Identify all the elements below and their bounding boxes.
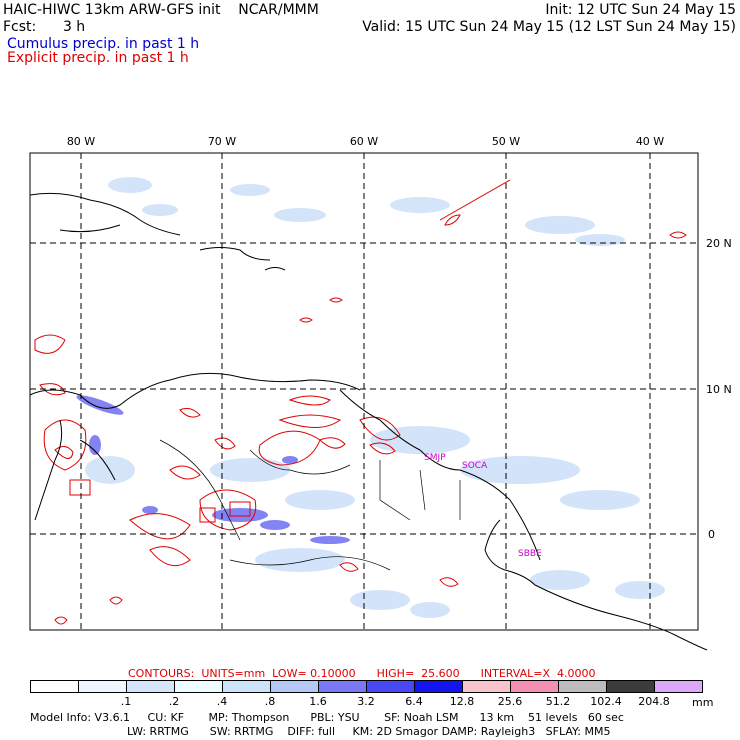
- colorbar-swatch: [30, 680, 79, 693]
- colorbar-label: .1: [120, 695, 132, 708]
- lon-label-80w: 80 W: [67, 135, 95, 148]
- explicit-precip-contours: [34, 179, 687, 625]
- colorbar-label: .2: [168, 695, 180, 708]
- colorbar-swatch: [126, 680, 175, 693]
- colorbar-label: 102.4: [590, 695, 622, 708]
- legend-explicit: Explicit precip. in past 1 h: [7, 50, 189, 66]
- station-sbbe: SBBE: [518, 549, 542, 559]
- colorbar-swatch: [222, 680, 271, 693]
- colorbar-swatch: [654, 680, 703, 693]
- station-soca: SOCA: [462, 461, 488, 471]
- colorbar-swatch: [558, 680, 607, 693]
- colorbar-swatch: [78, 680, 127, 693]
- colorbar-units: mm: [692, 696, 714, 709]
- station-smjp: SMJP: [424, 453, 446, 463]
- colorbar-label: 12.8: [449, 695, 475, 708]
- plot-title: HAIC-HIWC 13km ARW-GFS init NCAR/MMM: [3, 2, 319, 18]
- contours-info: CONTOURS: UNITS=mm LOW= 0.10000 HIGH= 25…: [128, 667, 596, 680]
- lat-label-0: 0: [708, 528, 715, 541]
- lon-label-60w: 60 W: [350, 135, 378, 148]
- colorbar-label: .4: [216, 695, 228, 708]
- colorbar-swatch: [366, 680, 415, 693]
- colorbar-swatch: [510, 680, 559, 693]
- graticule: [30, 153, 698, 630]
- colorbar-label: 3.2: [357, 695, 375, 708]
- colorbar-label: 6.4: [405, 695, 423, 708]
- coastlines: [29, 192, 708, 651]
- colorbar-label: .8: [264, 695, 276, 708]
- forecast-hour: Fcst: 3 h: [3, 19, 86, 35]
- valid-time: Valid: 15 UTC Sun 24 May 15 (12 LST Sun …: [362, 19, 736, 35]
- init-time: Init: 12 UTC Sun 24 May 15: [545, 2, 736, 18]
- model-info-line1: Model Info: V3.6.1 CU: KF MP: Thompson P…: [30, 711, 624, 724]
- lat-label-20n: 20 N: [706, 237, 732, 250]
- country-borders: [159, 439, 461, 571]
- colorbar-swatch: [174, 680, 223, 693]
- lon-label-40w: 40 W: [636, 135, 664, 148]
- model-info-line2: LW: RRTMG SW: RRTMG DIFF: full KM: 2D Sm…: [127, 725, 611, 738]
- lat-label-10n: 10 N: [706, 383, 732, 396]
- colorbar-label: 51.2: [545, 695, 571, 708]
- colorbar-swatch: [318, 680, 367, 693]
- colorbar-swatch: [462, 680, 511, 693]
- colorbar-label: 25.6: [497, 695, 523, 708]
- colorbar-swatch: [414, 680, 463, 693]
- colorbar-swatch: [270, 680, 319, 693]
- legend-cumulus: Cumulus precip. in past 1 h: [7, 36, 200, 52]
- colorbar-label: 204.8: [638, 695, 670, 708]
- map-frame: [29, 152, 699, 631]
- lon-label-50w: 50 W: [492, 135, 520, 148]
- colorbar-swatch: [606, 680, 655, 693]
- lon-label-70w: 70 W: [208, 135, 236, 148]
- colorbar-label: 1.6: [309, 695, 327, 708]
